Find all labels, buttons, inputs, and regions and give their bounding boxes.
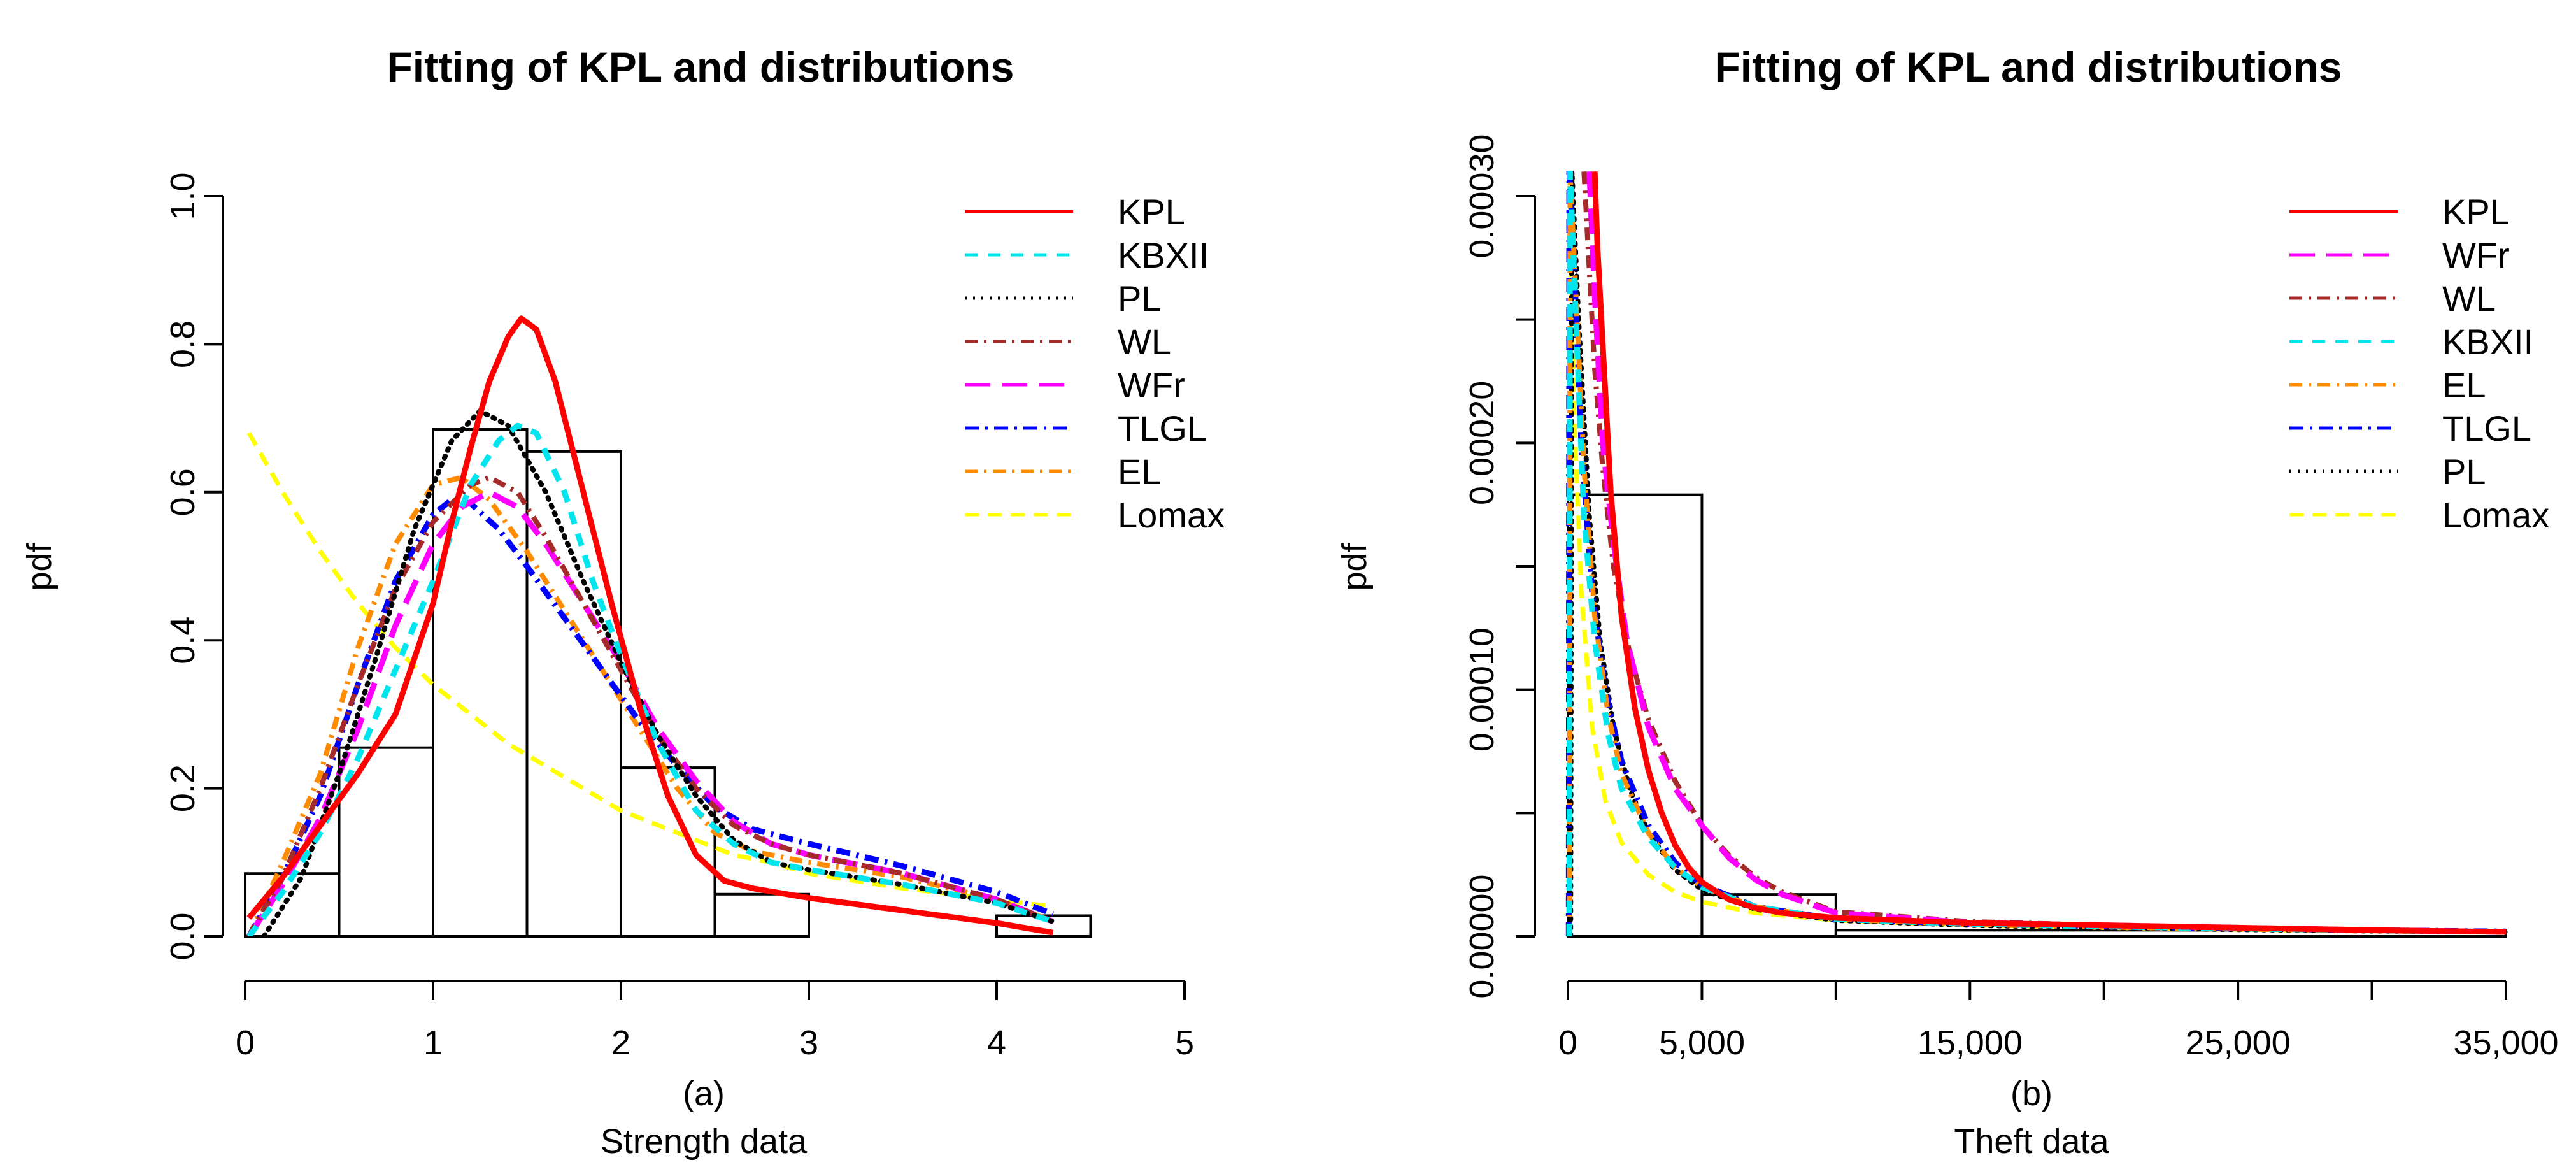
panel-a-x-tick-label: 3 (799, 1024, 818, 1062)
panel-b-y-tick-label: 0.00010 (1463, 627, 1501, 752)
panel-a-curve-pl (261, 408, 1056, 936)
panel-a-sublabel: (a) (683, 1075, 725, 1113)
panel-b-legend-label-pl: PL (2442, 452, 2486, 492)
panel-b-y-tick-label: 0.00020 (1463, 381, 1501, 505)
panel-a-x-tick-label: 2 (611, 1024, 630, 1062)
panel-a-legend-label-wfr: WFr (1118, 365, 1185, 405)
panel-a-y-tick-label: 0.4 (164, 617, 202, 664)
panel-b-legend-label-kpl: KPL (2442, 192, 2510, 232)
panel-a-y-tick-label: 0.2 (164, 764, 202, 812)
panel-b-title: Fitting of KPL and distributions (1714, 43, 2342, 90)
panel-a-legend-label-tlgl: TLGL (1118, 408, 1207, 448)
panel-b-legend-label-wfr: WFr (2442, 235, 2510, 275)
panel-b-x-tick-label: 0 (1558, 1024, 1577, 1062)
panel-a-y-tick-label: 1.0 (164, 172, 202, 220)
panel-a-legend-label-wl: WL (1118, 322, 1171, 362)
panel-a: Fitting of KPL and distributions pdf (a)… (20, 43, 1225, 1161)
panel-a-curve-lomax (246, 432, 1053, 909)
panel-b-x-tick-label: 25,000 (2186, 1024, 2291, 1062)
panel-b-x-tick-label: 15,000 (1918, 1024, 2023, 1062)
panel-b-legend-label-tlgl: TLGL (2442, 408, 2531, 448)
panel-a-y-tick-label: 0.8 (164, 320, 202, 368)
panel-b-legend-label-lomax: Lomax (2442, 495, 2549, 535)
panel-b-density-curves (1565, 171, 2508, 936)
panel-a-legend-label-kbxii: KBXII (1118, 235, 1209, 275)
panel-a-legend-label-pl: PL (1118, 278, 1162, 319)
panel-a-curve-wl (246, 475, 1054, 936)
panel-a-x-tick-label: 5 (1175, 1024, 1194, 1062)
panel-a-x-tick-label: 0 (236, 1024, 255, 1062)
panel-b-legend-label-el: EL (2442, 365, 2486, 405)
panel-a-hist-bar (713, 892, 810, 938)
panel-a-title: Fitting of KPL and distributions (387, 43, 1014, 90)
panel-a-ylabel: pdf (20, 542, 59, 591)
panel-a-density-curves (246, 315, 1056, 936)
panel-a-legend-label-lomax: Lomax (1118, 495, 1225, 535)
panel-b-x-tick-label: 5,000 (1659, 1024, 1745, 1062)
panel-b-legend-label-wl: WL (2442, 278, 2496, 319)
panel-a-curve-wfr (246, 489, 1055, 936)
panel-b-curve-kbxii (1566, 171, 2426, 936)
panel-b-curve-kpl (1591, 171, 2507, 935)
panel-b-y-tick-label: 0.00000 (1463, 874, 1501, 998)
panel-b-x-tick-label: 35,000 (2453, 1024, 2558, 1062)
panel-a-x-tick-label: 4 (987, 1024, 1006, 1062)
panel-a-axes: 0.0 0.2 0.4 0.6 0.8 1.0 0 1 2 3 4 5 (164, 172, 1194, 1062)
panel-b: Fitting of KPL and distributions pdf (b)… (1335, 43, 2559, 1161)
panel-b-y-tick-label: 0.00030 (1463, 134, 1501, 258)
panel-a-curve-kbxii (246, 422, 1054, 936)
panel-a-curve-kpl (246, 315, 1054, 936)
panel-a-xlabel: Strength data (601, 1122, 808, 1161)
panel-b-xlabel: Theft data (1954, 1122, 2109, 1161)
panel-a-y-tick-label: 0.6 (164, 468, 202, 516)
panel-a-x-tick-label: 1 (423, 1024, 443, 1062)
panel-a-legend-label-el: EL (1118, 452, 1162, 492)
panel-a-y-tick-label: 0.0 (164, 912, 202, 960)
panel-b-ylabel: pdf (1335, 542, 1374, 591)
panel-b-axes: 0.00000 0.00010 0.00020 0.00030 0 5,000 15,000… (1463, 134, 2559, 1062)
panel-b-sublabel: (b) (2010, 1075, 2053, 1113)
panel-b-legend-label-kbxii: KBXII (2442, 322, 2533, 362)
panel-a-hist-bar (620, 766, 716, 938)
panel-a-curve-tlgl (246, 496, 1055, 936)
panel-a-legend-label-kpl: KPL (1118, 192, 1185, 232)
panel-b-hist-bar (1567, 493, 1704, 938)
panel-a-curve-el (246, 475, 1054, 936)
